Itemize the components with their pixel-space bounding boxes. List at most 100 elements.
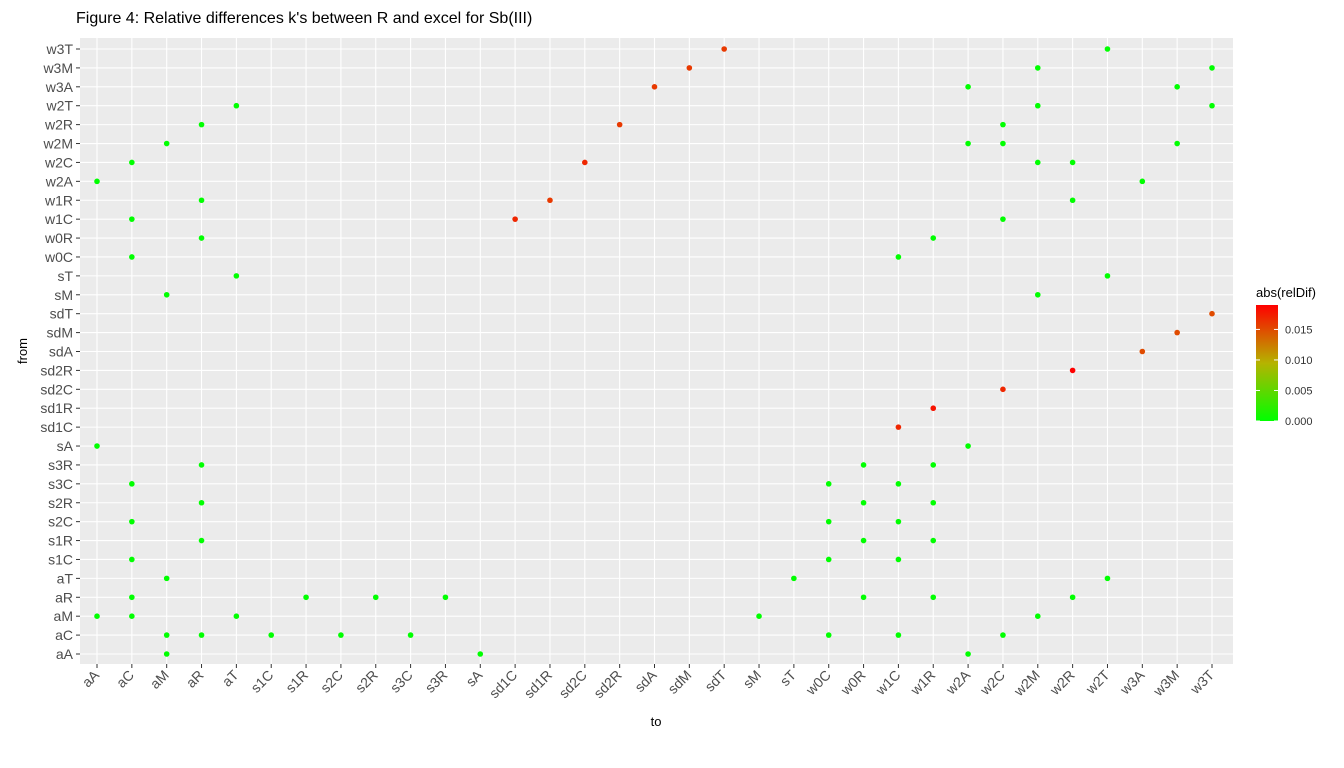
x-tick-label: s3C [387, 667, 416, 696]
data-point [1069, 367, 1076, 374]
data-point [930, 537, 937, 544]
data-point [930, 594, 937, 601]
data-point [233, 102, 240, 109]
x-tick-label: aC [113, 667, 137, 691]
data-point [721, 46, 727, 52]
data-point [616, 121, 623, 128]
x-tick-label: sd2R [590, 667, 624, 701]
data-point [163, 140, 170, 147]
data-point [825, 518, 832, 525]
data-points [94, 46, 1215, 657]
y-tick-label: aC [55, 627, 73, 643]
data-point [895, 481, 902, 487]
x-tick-label: w3M [1149, 667, 1182, 700]
data-point [1104, 273, 1111, 279]
data-point [163, 632, 170, 638]
y-tick-label: sA [57, 438, 74, 454]
data-point [756, 613, 762, 619]
x-tick-label: w0C [802, 667, 834, 699]
data-point [1139, 178, 1146, 185]
y-tick-label: w2M [42, 136, 73, 152]
data-point [198, 197, 205, 204]
y-tick-label: sdM [47, 325, 73, 341]
data-point [860, 462, 867, 468]
data-point [930, 462, 937, 468]
data-point [1174, 84, 1180, 90]
x-tick-label: w2T [1082, 666, 1113, 697]
data-point [1000, 216, 1006, 222]
data-point [1174, 329, 1180, 336]
data-point [129, 481, 135, 487]
data-point [129, 216, 135, 222]
x-tick-label: sd2C [556, 667, 590, 701]
y-tick-label: w1R [44, 192, 73, 208]
y-tick-label: s3R [48, 457, 73, 473]
x-tick-label: s2R [352, 667, 381, 696]
x-tick-label: sd1R [521, 667, 555, 701]
data-point [1034, 102, 1041, 109]
data-point [198, 462, 205, 468]
data-point [1209, 102, 1215, 109]
data-point [547, 197, 553, 204]
data-point [895, 254, 902, 260]
data-point [1069, 159, 1076, 166]
x-tick-label: s3R [422, 667, 451, 696]
data-point [1000, 632, 1006, 638]
data-point [94, 613, 100, 619]
legend-colorbar [1256, 305, 1278, 421]
y-tick-label: sT [57, 268, 73, 284]
data-point [163, 575, 170, 582]
data-point [268, 632, 275, 638]
y-tick-label: sd1R [40, 400, 73, 416]
data-point [1034, 613, 1041, 619]
y-axis: aA aC aM aR aT s1C s1R s2C s2R s3C s3R sA sd1C sd1R sd… [40, 41, 80, 662]
x-axis-title: to [651, 714, 662, 729]
x-tick-label: aR [183, 667, 207, 691]
y-tick-label: w2A [45, 173, 74, 189]
data-point [582, 159, 588, 166]
data-point [1069, 197, 1076, 204]
data-point [163, 291, 170, 298]
y-tick-label: sM [54, 287, 73, 303]
x-tick-label: w3A [1116, 666, 1148, 698]
x-axis: aA aC aM aR aT s1C s1R s2C s2R s3C s3R sA sd1C sd1R sd… [79, 664, 1217, 701]
data-point [129, 594, 135, 601]
y-tick-label: sd1C [40, 419, 73, 435]
data-point [895, 518, 902, 525]
data-point [198, 235, 205, 241]
x-tick-label: w2R [1046, 667, 1078, 699]
data-point [651, 84, 658, 90]
legend-tick-label: 0.000 [1285, 416, 1313, 428]
y-tick-label: w2C [44, 154, 73, 170]
y-tick-label: w0R [44, 230, 73, 246]
data-point [94, 178, 100, 185]
data-point [1069, 594, 1076, 601]
data-point [372, 594, 379, 601]
data-point [1139, 348, 1146, 355]
y-tick-label: s2R [48, 495, 73, 511]
legend-title: abs(relDif) [1256, 285, 1316, 300]
data-point [965, 140, 971, 147]
y-tick-label: w3M [42, 60, 73, 76]
data-point [129, 254, 135, 260]
data-point [930, 405, 937, 412]
y-tick-label: aM [54, 608, 73, 624]
data-point [825, 632, 832, 638]
y-tick-label: sd2C [40, 381, 73, 397]
legend-tick-label: 0.010 [1285, 355, 1313, 367]
y-tick-label: w3A [45, 79, 74, 95]
data-point [791, 575, 797, 582]
data-point [129, 159, 135, 166]
data-point [198, 632, 205, 638]
data-point [825, 556, 832, 563]
x-tick-label: aT [219, 666, 242, 689]
data-point [512, 216, 518, 222]
data-point [233, 273, 240, 279]
x-tick-label: w2A [942, 666, 974, 698]
y-tick-label: w0C [44, 249, 73, 265]
data-point [860, 537, 867, 544]
data-point [825, 481, 832, 487]
data-point [338, 632, 344, 638]
data-point [1034, 65, 1041, 71]
data-point [965, 443, 971, 449]
